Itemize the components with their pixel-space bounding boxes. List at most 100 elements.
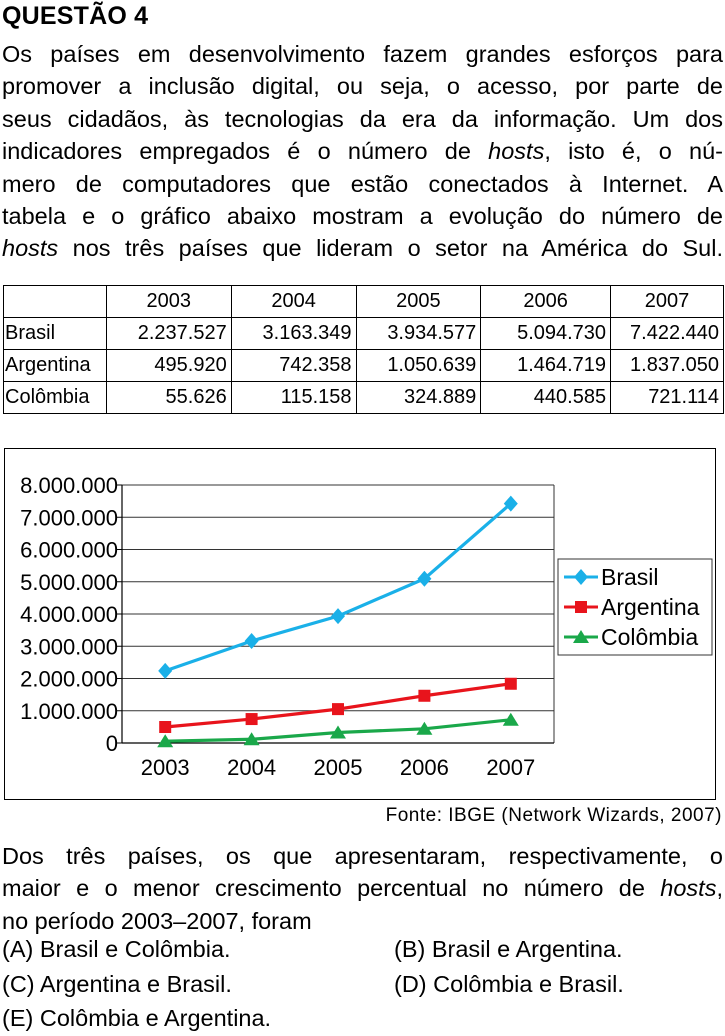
- legend-label: Brasil: [601, 564, 659, 590]
- option-letter: (B): [394, 936, 432, 962]
- data-point: [418, 689, 431, 702]
- table-row: Argentina 495.920 742.358 1.050.639 1.464.71…: [3, 349, 724, 382]
- question-line: no período 2003–2007, foram: [2, 905, 723, 937]
- text-run: seus cidadãos, às tecnologias da era da …: [2, 105, 723, 132]
- y-tick-label: 2.000.000: [20, 667, 118, 692]
- legend-marker: [573, 630, 589, 643]
- data-point: [243, 732, 260, 746]
- question-title: QUESTÃO 4: [2, 2, 149, 30]
- legend-label: Argentina: [601, 594, 700, 620]
- x-tick-label: 2007: [486, 755, 535, 780]
- option-letter: (C): [2, 971, 40, 997]
- hosts-table: 2003 2004 2005 2006 2007 Brasil 2.237.527 3.163…: [3, 285, 724, 414]
- answer-option[interactable]: (D) Colômbia e Brasil.: [394, 971, 624, 998]
- table-row: Colômbia 55.626 115.158 324.889 440.585 721.1…: [3, 381, 724, 414]
- text-run: nos três países que lideram o setor na A…: [58, 235, 723, 262]
- option-text: Brasil e Colômbia.: [39, 936, 231, 962]
- data-point: [157, 734, 174, 748]
- text-run: promover a inclusão digital, ou seja, o …: [2, 73, 723, 100]
- table-value-cell: 115.158: [230, 381, 357, 414]
- table-country-label: Argentina: [3, 349, 107, 382]
- data-point: [330, 725, 346, 739]
- intro-line: hosts nos três países que lideram o seto…: [2, 232, 723, 264]
- answer-option[interactable]: (E) Colômbia e Argentina.: [2, 1005, 271, 1032]
- intro-line: promover a inclusão digital, ou seja, o …: [2, 70, 723, 102]
- data-point: [158, 662, 173, 679]
- intro-paragraph: Os países em desenvolvimento fazem grand…: [2, 38, 723, 265]
- table-value-cell: 1.837.050: [610, 349, 724, 382]
- table-year-header: 2007: [610, 285, 724, 318]
- table-value-cell: 3.934.577: [355, 317, 482, 350]
- y-tick-label: 6.000.000: [20, 538, 118, 563]
- table-country-label: Brasil: [3, 317, 107, 350]
- y-tick-label: 4.000.000: [20, 602, 118, 627]
- answer-option[interactable]: (C) Argentina e Brasil.: [2, 971, 232, 998]
- x-tick-label: 2003: [141, 755, 190, 780]
- table-value-cell: 7.422.440: [610, 317, 724, 350]
- question-line: maior e o menor crescimento percentual n…: [2, 872, 723, 904]
- data-point: [503, 495, 518, 512]
- text-run: , isto é, o nú-: [544, 138, 723, 165]
- y-tick-label: 5.000.000: [20, 570, 118, 595]
- table-value-cell: 2.237.527: [105, 317, 232, 350]
- data-point: [159, 721, 172, 734]
- table-value-cell: 3.163.349: [230, 317, 357, 350]
- data-point: [502, 712, 519, 726]
- chart-frame: 8.000.000 7.000.000 6.000.000 5.000.000 4.00…: [4, 448, 716, 800]
- table-value-cell: 5.094.730: [480, 317, 612, 350]
- legend-label: Colômbia: [601, 624, 698, 650]
- data-point: [504, 677, 517, 690]
- intro-line: mero de computadores que estão conectado…: [2, 168, 723, 200]
- intro-line: indicadores empregados é o número de hos…: [2, 135, 723, 167]
- table-value-cell: 721.114: [610, 381, 724, 414]
- option-text: Colômbia e Argentina.: [39, 1005, 272, 1031]
- y-tick-label: 8.000.000: [20, 473, 118, 498]
- text-run: indicadores empregados é o número de: [2, 138, 489, 165]
- text-run: ,: [716, 875, 723, 902]
- table-year-header: 2005: [355, 285, 482, 318]
- y-tick-label: 1.000.000: [20, 699, 118, 724]
- intro-line: tabela e o gráfico abaixo mostram a evol…: [2, 200, 723, 232]
- table-row: Brasil 2.237.527 3.163.349 3.934.577 5.094.7…: [3, 317, 724, 350]
- table-value-cell: 440.585: [480, 381, 612, 414]
- text-run: Dos três países, os que apresentaram, re…: [2, 843, 723, 869]
- table-year-header: 2003: [105, 285, 232, 318]
- data-point: [416, 721, 433, 735]
- x-tick-label: 2006: [400, 755, 449, 780]
- option-text: Colômbia e Brasil.: [433, 971, 624, 997]
- y-tick-label: 7.000.000: [20, 505, 118, 530]
- table-value-cell: 55.626: [105, 381, 232, 414]
- text-run: tabela e o gráfico abaixo mostram a evol…: [2, 203, 723, 230]
- data-point: [331, 608, 345, 625]
- italic-term: hosts: [660, 875, 717, 902]
- option-text: Argentina e Brasil.: [39, 971, 232, 997]
- legend-marker: [575, 601, 587, 613]
- table-corner-cell: [3, 285, 107, 318]
- option-letter: (A): [2, 936, 40, 962]
- italic-term: hosts: [2, 235, 59, 262]
- table-value-cell: 1.050.639: [355, 349, 482, 382]
- data-point: [417, 570, 432, 587]
- question-paragraph: Dos três países, os que apresentaram, re…: [2, 840, 723, 937]
- table-year-header: 2004: [230, 285, 357, 318]
- table-year-header: 2006: [480, 285, 612, 318]
- table-country-label: Colômbia: [3, 381, 107, 414]
- source-note: Fonte: IBGE (Network Wizards, 2007): [385, 805, 722, 826]
- answer-option[interactable]: (A) Brasil e Colômbia.: [2, 936, 231, 963]
- text-run: no período 2003–2007, foram: [2, 907, 312, 934]
- table-value-cell: 1.464.719: [480, 349, 612, 382]
- intro-line: Os países em desenvolvimento fazem grand…: [2, 38, 723, 70]
- data-point: [244, 632, 259, 649]
- y-tick-label: 0: [106, 731, 118, 756]
- answer-option[interactable]: (B) Brasil e Argentina.: [394, 936, 623, 963]
- text-run: mero de computadores que estão conectado…: [2, 170, 723, 197]
- x-tick-label: 2004: [227, 755, 276, 780]
- table-value-cell: 495.920: [105, 349, 232, 382]
- italic-term: hosts: [488, 138, 545, 165]
- intro-line: seus cidadãos, às tecnologias da era da …: [2, 103, 723, 135]
- data-point: [245, 713, 258, 726]
- table-value-cell: 324.889: [355, 381, 482, 414]
- y-tick-label: 3.000.000: [20, 634, 118, 659]
- option-letter: (E): [2, 1005, 40, 1031]
- legend-marker: [574, 569, 588, 585]
